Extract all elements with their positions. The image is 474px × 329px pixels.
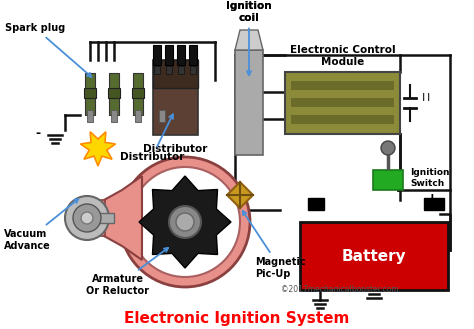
Bar [165,45,173,65]
Bar [189,45,197,65]
Circle shape [81,212,93,224]
Text: Ignition
coil: Ignition coil [226,1,272,23]
Polygon shape [235,30,263,50]
Bar [108,88,120,98]
Polygon shape [104,176,142,260]
Text: I: I [428,93,430,103]
Bar [87,200,105,236]
Text: Electronic Ignition System: Electronic Ignition System [124,311,350,325]
Bar [153,45,161,65]
Bar [235,50,263,155]
Text: ©2017mechanicalbooster.com: ©2017mechanicalbooster.com [281,286,399,294]
Bar [291,98,394,107]
Bar [308,198,324,210]
Circle shape [381,141,395,155]
Bar [153,60,198,88]
Bar [156,88,168,98]
Bar [285,72,400,134]
Polygon shape [227,182,253,208]
Circle shape [120,157,250,287]
Bar [154,66,160,74]
Text: -: - [313,210,319,222]
Bar [291,115,394,124]
Bar [111,110,117,122]
Circle shape [130,167,240,277]
Text: Ignition
Switch: Ignition Switch [410,168,449,188]
Polygon shape [81,132,116,166]
Circle shape [73,204,101,232]
Circle shape [169,206,201,238]
Text: Distributor: Distributor [120,114,184,162]
Text: Armature
Or Reluctor: Armature Or Reluctor [86,248,168,296]
Circle shape [176,213,194,231]
Bar [190,66,196,74]
Bar [133,73,143,115]
Bar [87,110,93,122]
Bar [177,45,185,65]
Text: Battery: Battery [342,248,406,264]
Bar [98,213,114,223]
Bar [300,222,448,290]
Bar [157,73,167,115]
Bar [85,73,95,115]
Text: Spark plug: Spark plug [5,23,91,77]
Bar [178,66,184,74]
Text: -: - [313,192,319,208]
Circle shape [65,196,109,240]
Text: +: + [427,210,438,222]
Bar [132,88,144,98]
Bar [153,60,198,135]
Bar [373,170,403,190]
Text: Magnetic
Pic-Up: Magnetic Pic-Up [243,211,306,279]
Text: Ignition
coil: Ignition coil [226,1,272,75]
Bar [109,73,119,115]
Bar [135,110,141,122]
Bar [159,110,165,122]
Text: +: + [426,192,438,208]
Text: Vacuum
Advance: Vacuum Advance [4,199,78,251]
Bar [84,88,96,98]
Text: -: - [36,126,41,139]
Bar [424,198,444,210]
Text: Electronic Control
Module: Electronic Control Module [290,45,395,67]
Bar [166,66,172,74]
Text: I: I [422,93,426,103]
Bar [291,81,394,90]
Polygon shape [139,176,231,268]
Text: Distributor: Distributor [143,144,207,154]
